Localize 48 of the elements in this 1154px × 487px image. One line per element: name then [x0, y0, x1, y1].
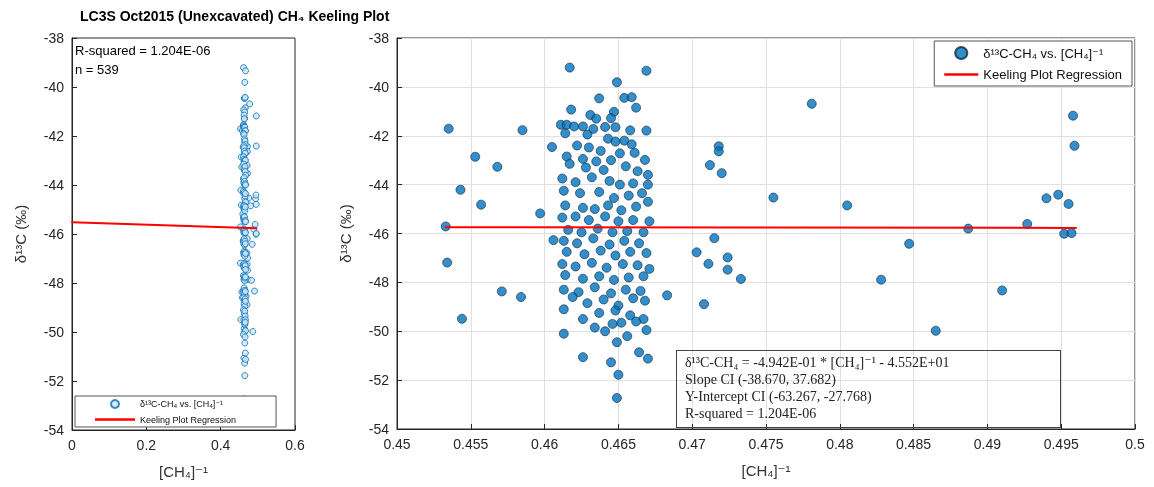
x-tick-label: 0.48 [826, 436, 854, 452]
annotation: Slope CI (-38.670, 37.682) [685, 371, 837, 388]
x-tick-label: 0.485 [896, 436, 932, 452]
annotation: R-squared = 1.204E-06 [75, 43, 211, 58]
x-tick-label: 0.46 [530, 436, 559, 452]
annotation: n = 539 [75, 62, 119, 77]
x-tick-label: 0.49 [973, 436, 1002, 452]
y-tick-label: -50 [43, 324, 65, 340]
y-tick-label: -50 [368, 323, 390, 340]
annotation: Y-Intercept CI (-63.267, -27.768) [685, 388, 873, 405]
x-tick-label: 0.2 [136, 437, 157, 453]
y-tick-label: -44 [368, 176, 390, 193]
y-tick-label: -38 [368, 30, 390, 46]
x-tick-label: 0.5 [1125, 436, 1145, 452]
annotation: R-squared = 1.204E-06 [685, 405, 818, 422]
x-axis-title: [CH₄]⁻¹ [158, 463, 209, 480]
x-tick-label: 0.45 [383, 436, 411, 452]
x-tick-label: 0.455 [453, 436, 489, 452]
x-tick-label: 0.4 [210, 437, 231, 453]
y-tick-label: -38 [43, 30, 65, 46]
chart-title: LC3S Oct2015 (Unexcavated) CH₄ Keeling Plot [80, 8, 390, 24]
x-tick-label: 0.6 [285, 437, 305, 453]
legend-label: δ¹³C-CH₄ vs. [CH₄]⁻¹ [140, 399, 224, 409]
y-tick-label: -42 [43, 128, 65, 144]
legend-label: δ¹³C-CH₄ vs. [CH₄]⁻¹ [983, 45, 1104, 61]
x-tick-label: 0.465 [600, 436, 637, 452]
x-tick-label: 0.47 [678, 436, 707, 452]
y-axis-title: δ¹³C (‰) [12, 204, 29, 264]
y-tick-label: -52 [43, 373, 65, 389]
legend-label: Keeling Plot Regression [983, 67, 1122, 82]
x-tick-label: 0.475 [748, 436, 784, 452]
y-tick-label: -46 [43, 226, 65, 242]
x-axis-title: [CH₄]⁻¹ [741, 462, 791, 479]
y-tick-label: -52 [368, 372, 390, 389]
y-tick-label: -44 [43, 177, 65, 193]
y-tick-label: -54 [368, 421, 390, 437]
y-tick-label: -54 [43, 422, 65, 438]
y-tick-label: -42 [368, 127, 390, 144]
y-tick-label: -48 [368, 274, 390, 291]
x-tick-label: 0 [68, 437, 77, 453]
y-tick-label: -40 [368, 78, 390, 95]
y-tick-label: -48 [43, 275, 65, 291]
y-axis-title: δ¹³C (‰) [337, 204, 354, 263]
annotation: δ¹³C-CH₄ = -4.942E-01 * [CH₄]⁻¹ - 4.552E+01 [685, 354, 951, 371]
y-tick-label: -46 [368, 225, 390, 242]
legend-label: Keeling Plot Regression [140, 414, 237, 425]
y-tick-label: -40 [43, 79, 65, 95]
x-tick-label: 0.495 [1043, 436, 1079, 452]
